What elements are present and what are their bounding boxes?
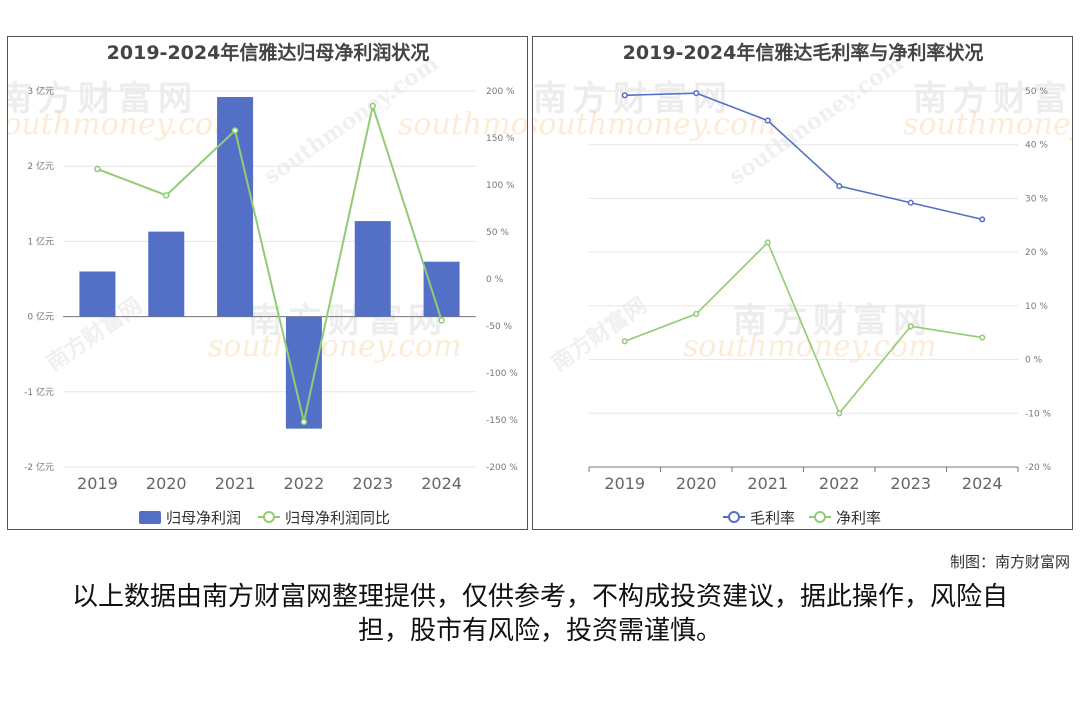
yoy-line	[97, 102, 443, 423]
x-tick-label: 2022	[819, 474, 860, 493]
chart-title: 2019-2024年信雅达毛利率与净利率状况	[623, 41, 984, 64]
y-left-tick-label: 0 亿元	[27, 311, 54, 323]
y-left-tick-label: 2 亿元	[27, 160, 54, 172]
yoy-point	[369, 102, 376, 110]
x-tick-label: 2022	[284, 474, 325, 493]
y-right-tick-label: 0 %	[486, 275, 504, 285]
x-tick-label: 2024	[962, 474, 1003, 493]
series-line	[624, 92, 983, 221]
x-tick-label: 2023	[352, 474, 393, 493]
disclaimer-text: 以上数据由南方财富网整理提供，仅供参考，不构成投资建议，据此操作，风险自担，股市…	[71, 582, 1008, 646]
series-point	[764, 117, 771, 124]
y-right-tick-label: -100 %	[486, 369, 518, 379]
yoy-point	[94, 165, 101, 173]
y-right-tick-label: 50 %	[1025, 87, 1048, 97]
chart-credit: 制图：南方财富网	[949, 553, 1070, 571]
legend-label: 净利率	[836, 509, 881, 527]
x-tick-label: 2020	[146, 474, 187, 493]
y-right-tick-label: 200 %	[486, 87, 515, 97]
chart-title: 2019-2024年信雅达归母净利润状况	[107, 41, 430, 64]
legend-line-marker	[263, 511, 275, 523]
yoy-point	[438, 317, 445, 324]
y-right-tick-label: 150 %	[486, 134, 515, 144]
legend-label: 归母净利润	[166, 509, 241, 527]
series-point	[836, 410, 843, 417]
left-chart-panel: 南方财富网 southmoney.com 南方财富网 southmoney.co…	[7, 36, 528, 530]
y-right-tick-label: -10 %	[1025, 409, 1052, 419]
legend-bar-swatch	[139, 511, 161, 524]
y-left-tick-label: -1 亿元	[24, 386, 54, 398]
y-right-tick-label: -20 %	[1025, 463, 1052, 473]
profit-chart: 2019-2024年信雅达归母净利润状况 3 亿元 2 亿元 1 亿元 0 亿元 -1 亿…	[24, 41, 518, 527]
yoy-point	[163, 192, 170, 199]
y-right-tick-label: 30 %	[1025, 194, 1048, 204]
series-point	[979, 334, 986, 341]
yoy-point	[300, 418, 308, 426]
y-left-tick-label: 3 亿元	[27, 85, 54, 97]
y-left-tick-label: -2 亿元	[24, 461, 54, 473]
x-tick-label: 2019	[604, 474, 645, 493]
legend-label: 归母净利润同比	[285, 509, 390, 527]
x-tick-label: 2019	[77, 474, 118, 493]
y-right-tick-label: 50 %	[486, 228, 509, 238]
series-point	[979, 216, 986, 223]
right-chart-panel: 南方财富网 southmoney.com 南方财富网 southmoney.co…	[532, 36, 1073, 530]
x-tick-label: 2021	[747, 474, 788, 493]
x-tick-label: 2021	[215, 474, 256, 493]
series-line	[624, 241, 983, 415]
x-tick-label: 2024	[421, 474, 462, 493]
series-point	[836, 183, 843, 190]
y-right-tick-label: -150 %	[486, 416, 518, 426]
y-right-tick-label: 40 %	[1025, 141, 1048, 151]
bar	[148, 231, 185, 317]
y-left-tick-label: 1 亿元	[27, 235, 54, 247]
series-point	[621, 92, 628, 99]
series-point	[693, 90, 700, 97]
bar	[423, 261, 460, 317]
series-point	[907, 323, 914, 330]
x-tick-label: 2020	[676, 474, 717, 493]
yoy-point	[231, 127, 239, 134]
y-right-tick-label: -200 %	[486, 463, 518, 473]
series-point	[693, 310, 700, 317]
y-right-tick-label: -50 %	[486, 322, 513, 332]
y-right-tick-label: 10 %	[1025, 302, 1048, 312]
bar	[354, 221, 391, 317]
y-right-tick-label: 20 %	[1025, 248, 1048, 258]
legend-label: 毛利率	[750, 509, 795, 527]
y-right-tick-label: 100 %	[486, 181, 515, 191]
margin-chart: 2019-2024年信雅达毛利率与净利率状况 50 % 40 % 30 % 20 % 10…	[588, 41, 1052, 527]
legend-line-marker	[814, 511, 826, 523]
series-point	[764, 239, 771, 246]
series-point	[621, 338, 628, 345]
bar	[79, 271, 116, 317]
series-point	[907, 199, 914, 206]
y-right-tick-label: 0 %	[1025, 356, 1043, 366]
x-tick-label: 2023	[890, 474, 931, 493]
legend-line-marker	[728, 511, 740, 523]
